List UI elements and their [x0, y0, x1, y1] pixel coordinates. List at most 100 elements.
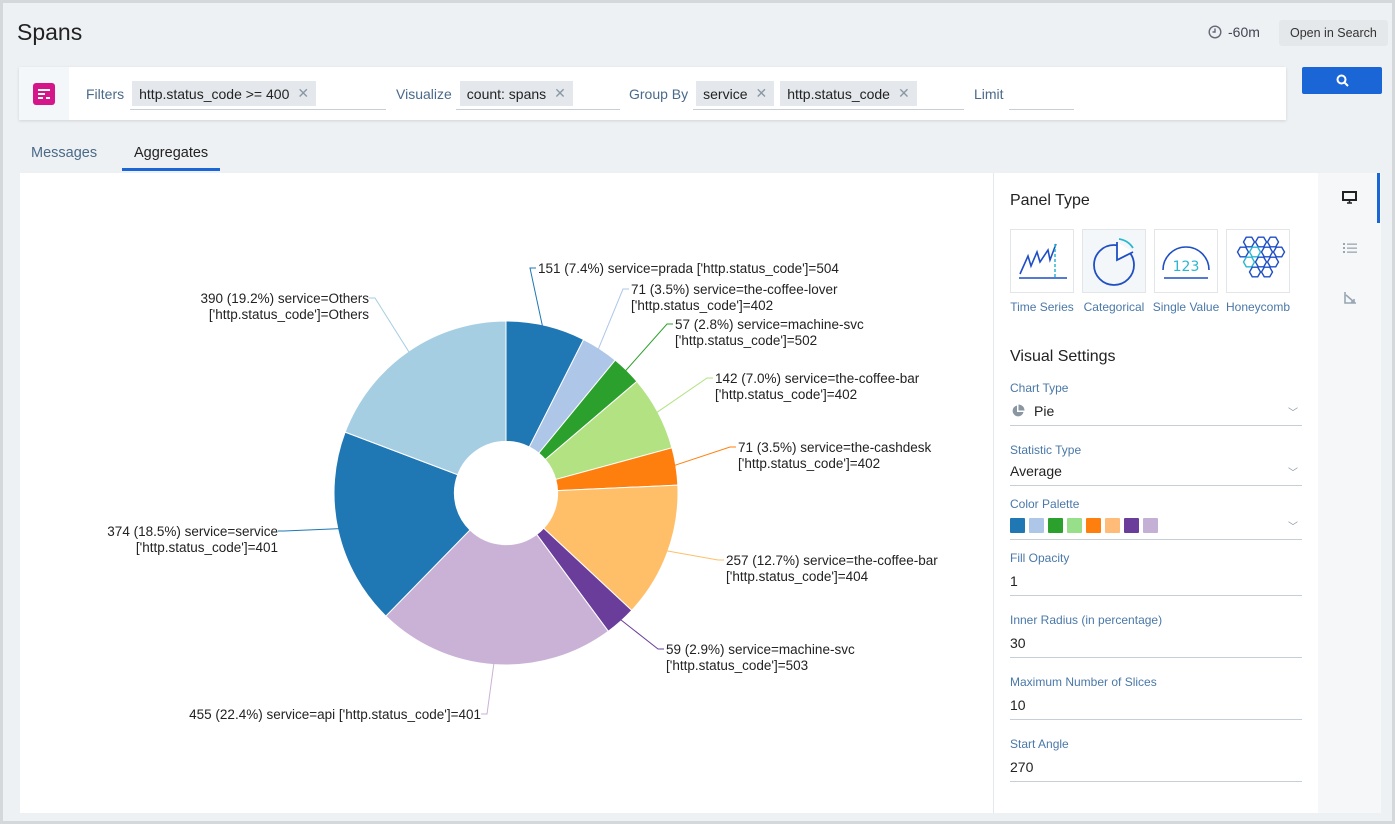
leader-line [278, 527, 346, 532]
filter-chip-text: http.status_code >= 400 [139, 85, 290, 102]
slice-label: 71 (3.5%) service=the-coffee-lover [631, 282, 838, 297]
remove-icon[interactable]: ✕ [554, 85, 566, 101]
filter-chip[interactable]: http.status_code >= 400 ✕ [132, 81, 317, 106]
group-by-group: Group By service ✕ http.status_code ✕ [629, 81, 917, 106]
slice-label: ['http.status_code']=502 [675, 333, 817, 348]
leader-line [481, 656, 496, 715]
remove-icon[interactable]: ✕ [297, 85, 310, 101]
panel-type-label: Single Value [1152, 300, 1220, 314]
slice-label: 59 (2.9%) service=machine-svc [666, 642, 855, 657]
leader-line [620, 323, 673, 377]
active-rail-indicator [1377, 173, 1380, 223]
group-by-label: Group By [629, 85, 689, 102]
color-palette-select[interactable]: ﹀ [1010, 512, 1302, 540]
chart-type-select[interactable]: Pie ﹀ [1010, 398, 1302, 426]
palette-swatch [1124, 518, 1139, 533]
open-in-search-button[interactable]: Open in Search [1279, 20, 1388, 46]
list-icon[interactable] [1343, 242, 1357, 254]
chevron-down-icon: ﹀ [1288, 522, 1298, 533]
statistic-type-value: Average [1010, 463, 1062, 479]
group-by-chip[interactable]: service ✕ [696, 81, 775, 106]
max-slices-label: Maximum Number of Slices [1010, 675, 1157, 689]
visualize-group: Visualize count: spans ✕ [396, 81, 573, 106]
chart-area: 151 (7.4%) service=prada ['http.status_c… [20, 173, 993, 813]
remove-icon[interactable]: ✕ [897, 85, 910, 101]
slice-label: 257 (12.7%) service=the-coffee-bar [726, 553, 938, 568]
pie-slice[interactable] [344, 320, 507, 476]
max-slices-input[interactable]: 10 [1010, 692, 1302, 720]
slice-label: 390 (19.2%) service=Others [201, 291, 370, 306]
leader-line [650, 377, 713, 417]
display-icon[interactable] [1342, 191, 1357, 204]
fill-opacity-input[interactable]: 1 [1010, 568, 1302, 596]
filters-input[interactable] [130, 109, 386, 110]
leader-line [667, 446, 736, 469]
leader-line [369, 297, 414, 359]
settings-panel: Panel Type 123 Time Series Categorical S… [993, 173, 1318, 813]
slice-label: 374 (18.5%) service=service [107, 524, 278, 539]
chevron-down-icon: ﹀ [1288, 408, 1298, 419]
pie-chart-icon [1012, 404, 1025, 417]
inner-radius-input[interactable]: 30 [1010, 630, 1302, 658]
visualize-label: Visualize [396, 85, 452, 102]
palette-swatch [1010, 518, 1025, 533]
slice-label: 142 (7.0%) service=the-coffee-bar [715, 371, 920, 386]
slice-label: ['http.status_code']=402 [738, 456, 880, 471]
inner-radius-label: Inner Radius (in percentage) [1010, 613, 1163, 627]
page-title: Spans [17, 19, 83, 45]
slice-label: ['http.status_code']=402 [715, 387, 857, 402]
pie-slice[interactable] [385, 529, 610, 666]
start-angle-input[interactable]: 270 [1010, 754, 1302, 782]
panel-type-label: Time Series [1010, 300, 1074, 314]
query-bar: Filters http.status_code >= 400 ✕ Visuali… [19, 67, 1286, 120]
panel-type-time-series[interactable] [1010, 229, 1074, 293]
filters-label: Filters [86, 85, 125, 102]
group-by-chip[interactable]: http.status_code ✕ [780, 81, 917, 106]
color-swatches [1010, 518, 1162, 536]
panel-type-label: Categorical [1083, 300, 1145, 314]
statistic-type-select[interactable]: Average ﹀ [1010, 458, 1302, 486]
time-series-icon [1019, 243, 1067, 279]
statistic-type-label: Statistic Type [1010, 443, 1082, 457]
slice-label: ['http.status_code']=404 [726, 569, 869, 584]
slice-label: ['http.status_code']=Others [209, 307, 369, 322]
remove-icon[interactable]: ✕ [755, 85, 768, 101]
slice-label: 151 (7.4%) service=prada ['http.status_c… [538, 261, 839, 276]
fill-opacity-label: Fill Opacity [1010, 551, 1070, 565]
slice-label: ['http.status_code']=401 [136, 540, 278, 555]
pie-chart: 151 (7.4%) service=prada ['http.status_c… [107, 261, 938, 722]
search-button[interactable] [1302, 67, 1382, 94]
visualize-chip-text: count: spans [466, 85, 547, 102]
slice-label: ['http.status_code']=503 [666, 658, 808, 673]
limit-input[interactable] [1009, 109, 1074, 110]
slice-label: 455 (22.4%) service=api ['http.status_co… [189, 707, 481, 722]
panel-type-title: Panel Type [1010, 192, 1090, 209]
pie-slice[interactable] [333, 431, 471, 617]
time-range-label: -60m [1228, 24, 1260, 40]
panel-type-single-value[interactable]: 123 [1154, 229, 1218, 293]
visualize-chip[interactable]: count: spans ✕ [459, 81, 573, 106]
group-by-chip-text: service [703, 85, 748, 102]
honeycomb-icon [1236, 236, 1286, 278]
slice-label: 71 (3.5%) service=the-cashdesk [738, 440, 931, 455]
time-range-button[interactable]: -60m [1208, 24, 1260, 40]
palette-swatch [1048, 518, 1063, 533]
chart-type-label: Chart Type [1010, 381, 1069, 395]
axes-icon[interactable] [1343, 291, 1357, 305]
tab-messages[interactable]: Messages [31, 145, 98, 161]
leader-line [595, 288, 629, 356]
panel-type-honeycomb[interactable] [1226, 229, 1290, 293]
group-by-input[interactable] [693, 109, 964, 110]
chevron-down-icon: ﹀ [1288, 468, 1298, 479]
palette-swatch [1086, 518, 1101, 533]
leader-line [614, 614, 664, 650]
panel-type-categorical[interactable] [1082, 229, 1146, 293]
palette-swatch [1105, 518, 1120, 533]
slice-label: ['http.status_code']=402 [631, 298, 773, 313]
pie-slice[interactable] [543, 484, 679, 612]
tab-aggregates[interactable]: Aggregates [134, 145, 209, 161]
leader-line [659, 549, 724, 561]
visual-settings-title: Visual Settings [1010, 348, 1116, 365]
visualize-input[interactable] [456, 109, 620, 110]
clock-icon [1208, 25, 1222, 39]
